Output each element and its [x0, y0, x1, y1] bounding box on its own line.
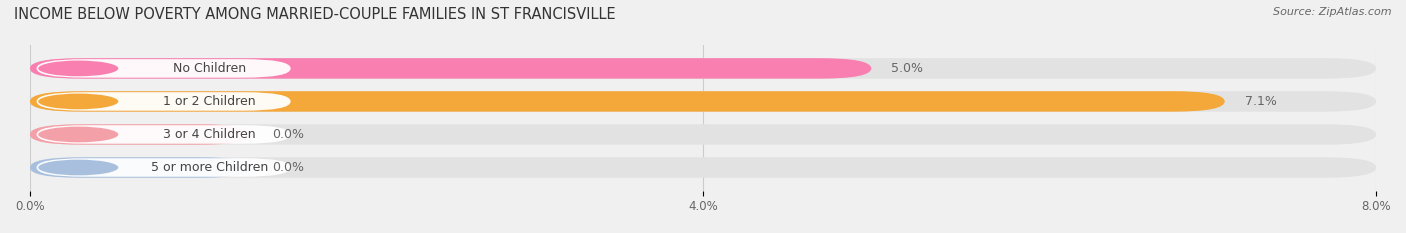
FancyBboxPatch shape	[30, 157, 1376, 178]
FancyBboxPatch shape	[37, 92, 291, 111]
Text: INCOME BELOW POVERTY AMONG MARRIED-COUPLE FAMILIES IN ST FRANCISVILLE: INCOME BELOW POVERTY AMONG MARRIED-COUPL…	[14, 7, 616, 22]
FancyBboxPatch shape	[30, 124, 252, 145]
Circle shape	[38, 127, 118, 142]
FancyBboxPatch shape	[37, 59, 291, 78]
Circle shape	[38, 94, 118, 109]
Text: 5 or more Children: 5 or more Children	[150, 161, 269, 174]
Text: 7.1%: 7.1%	[1244, 95, 1277, 108]
FancyBboxPatch shape	[30, 91, 1225, 112]
FancyBboxPatch shape	[30, 58, 872, 79]
Text: No Children: No Children	[173, 62, 246, 75]
FancyBboxPatch shape	[30, 124, 1376, 145]
FancyBboxPatch shape	[37, 158, 291, 177]
Text: 1 or 2 Children: 1 or 2 Children	[163, 95, 256, 108]
FancyBboxPatch shape	[37, 125, 291, 144]
FancyBboxPatch shape	[30, 157, 252, 178]
Circle shape	[38, 61, 118, 76]
Text: 3 or 4 Children: 3 or 4 Children	[163, 128, 256, 141]
Text: 5.0%: 5.0%	[891, 62, 924, 75]
Text: 0.0%: 0.0%	[271, 128, 304, 141]
FancyBboxPatch shape	[30, 91, 1376, 112]
Text: Source: ZipAtlas.com: Source: ZipAtlas.com	[1274, 7, 1392, 17]
Circle shape	[38, 160, 118, 175]
Text: 0.0%: 0.0%	[271, 161, 304, 174]
FancyBboxPatch shape	[30, 58, 1376, 79]
